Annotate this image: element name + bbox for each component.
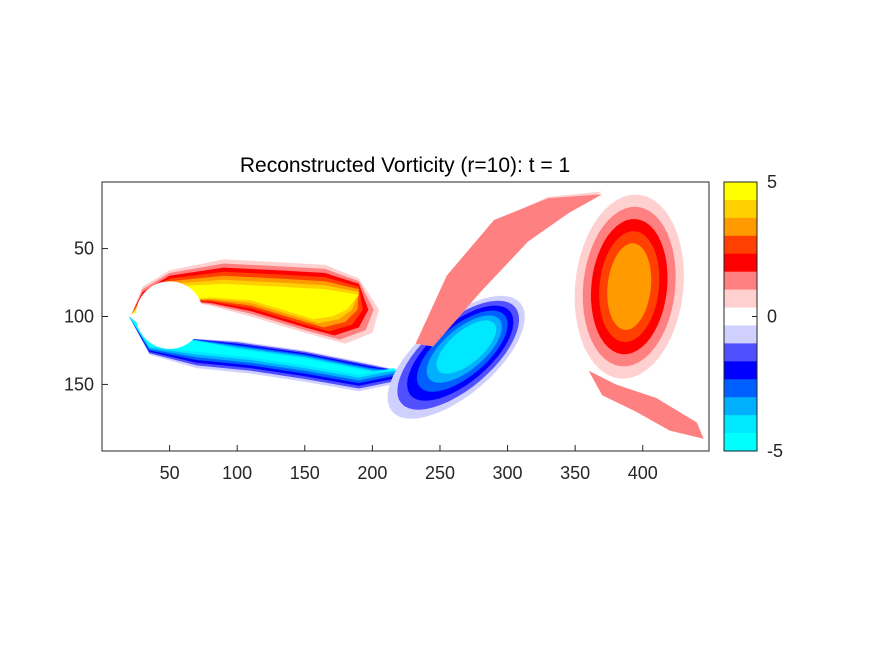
colorbar-band	[724, 415, 757, 434]
colorbar-tick-label: -5	[767, 441, 783, 461]
colorbar-band	[724, 379, 757, 398]
vorticity-contour-layer	[415, 194, 603, 347]
x-tick-label: 100	[222, 463, 252, 483]
x-tick-label: 300	[493, 463, 523, 483]
colorbar-band	[724, 235, 757, 255]
cylinder-obstacle	[135, 281, 204, 349]
colorbar-band	[724, 307, 757, 327]
y-tick-label: 100	[64, 307, 94, 327]
vorticity-field	[129, 191, 704, 439]
x-tick-label: 200	[357, 463, 387, 483]
x-tick-label: 150	[290, 463, 320, 483]
x-tick-label: 250	[425, 463, 455, 483]
colorbar-band	[724, 253, 757, 273]
x-tick-label: 400	[628, 463, 658, 483]
colorbar-band	[724, 182, 757, 201]
colorbar-band	[724, 199, 757, 219]
colorbar-band	[724, 217, 757, 237]
colorbar-band	[724, 343, 757, 362]
colorbar-band	[724, 397, 757, 416]
colorbar: 5 0 -5	[723, 172, 783, 461]
colorbar-tick-label: 0	[767, 307, 777, 327]
y-tick-label: 50	[74, 239, 94, 259]
y-tick-label: 150	[64, 374, 94, 394]
vorticity-contour-layer	[607, 243, 652, 330]
x-tick-label: 50	[160, 463, 180, 483]
colorbar-band	[724, 433, 757, 452]
colorbar-band	[724, 361, 757, 380]
chart-title: Reconstructed Vorticity (r=10): t = 1	[240, 154, 570, 177]
colorbar-band	[724, 271, 757, 291]
colorbar-band	[724, 289, 757, 309]
colorbar-band	[724, 325, 757, 344]
y-axis: 50 100 150	[64, 239, 108, 394]
x-axis: 50 100 150 200 250 300 350 400	[160, 445, 658, 483]
vorticity-contour-layer	[588, 370, 704, 439]
vorticity-contour-layer	[436, 320, 497, 374]
x-tick-label: 350	[560, 463, 590, 483]
colorbar-tick-label: 5	[767, 172, 777, 192]
